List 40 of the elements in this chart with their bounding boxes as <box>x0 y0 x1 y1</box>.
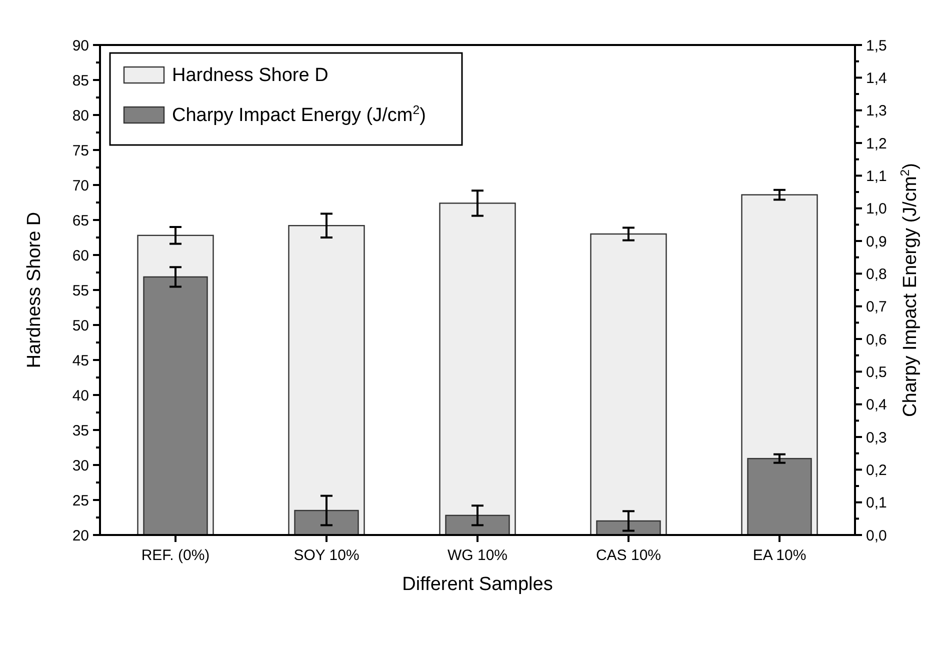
y2-tick-label: 0,0 <box>866 527 887 544</box>
y2-tick-label: 0,3 <box>866 429 887 446</box>
y2-tick-label: 1,3 <box>866 102 887 120</box>
y-axis-title: Hardness Shore D <box>24 212 45 368</box>
y-tick-label: 30 <box>72 457 89 474</box>
y2-tick-label: 0,2 <box>866 462 887 479</box>
y2-tick-label: 0,4 <box>866 396 887 414</box>
legend-label: Charpy Impact Energy (J/cm$^{2}$) <box>172 103 426 126</box>
y-tick-label: 45 <box>72 352 89 370</box>
y-tick-label: 80 <box>72 107 89 124</box>
y-tick-label: 25 <box>72 492 89 510</box>
y-tick-label: 75 <box>72 142 89 160</box>
y-tick-label: 35 <box>72 422 89 440</box>
x-tick-label: WG 10% <box>447 547 508 564</box>
y-tick-label: 85 <box>72 72 89 90</box>
y2-tick-label: 0,8 <box>866 266 887 283</box>
x-tick-label: EA 10% <box>752 547 806 564</box>
y2-tick-label: 1,2 <box>866 135 887 152</box>
y-tick-label: 20 <box>72 527 89 544</box>
legend-label: Hardness Shore D <box>172 65 328 86</box>
y-tick-label: 50 <box>72 317 89 334</box>
x-tick-label: SOY 10% <box>294 547 360 564</box>
x-tick-label: CAS 10% <box>596 547 662 564</box>
y2-tick-label: 1,5 <box>866 37 887 54</box>
x-axis-title: Different Samples <box>402 574 553 595</box>
y-tick-label: 90 <box>72 37 89 54</box>
y-tick-label: 60 <box>72 247 89 264</box>
y-tick-label: 55 <box>72 282 89 300</box>
y-tick-label: 40 <box>72 387 89 404</box>
y2-tick-label: 0,9 <box>866 233 887 250</box>
y2-tick-label: 1,0 <box>866 200 887 218</box>
y-tick-label: 65 <box>72 212 89 230</box>
y2-tick-label: 0,1 <box>866 494 887 512</box>
y-tick-label: 70 <box>72 177 89 194</box>
y2-tick-label: 1,4 <box>866 70 887 87</box>
y2-tick-label: 0,7 <box>866 298 887 316</box>
x-tick-label: REF. (0%) <box>141 547 210 564</box>
y2-tick-label: 1,1 <box>866 168 887 185</box>
y2-tick-label: 0,5 <box>866 364 887 381</box>
y2-tick-label: 0,6 <box>866 331 887 348</box>
